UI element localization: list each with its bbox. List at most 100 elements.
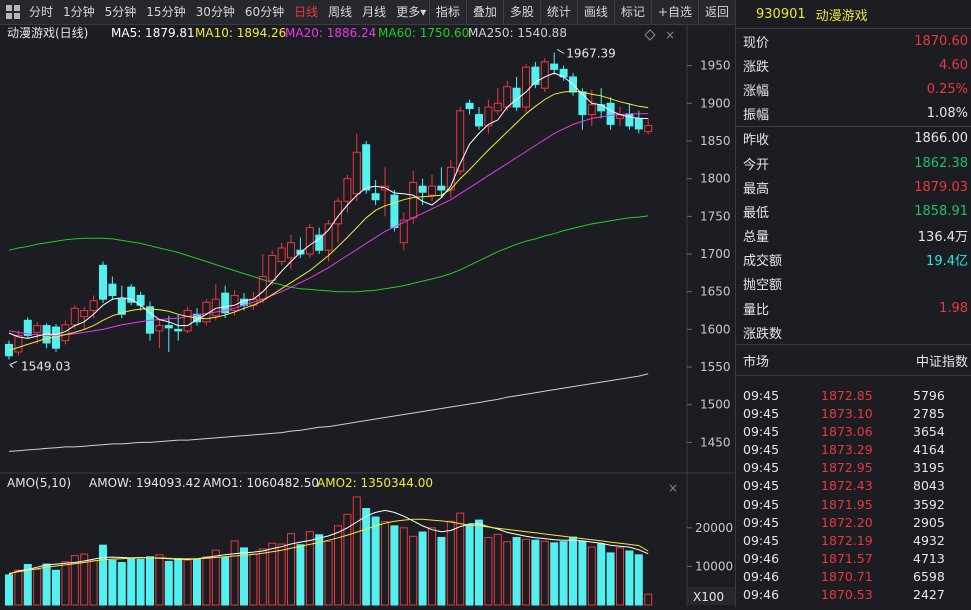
legend-ma250: MA250: 1540.88	[468, 26, 567, 40]
volume-bar-up	[183, 559, 192, 606]
tick-list[interactable]: 09:45 1872.85 5796 09:45 1873.10 2785 09:45 187…	[736, 386, 971, 603]
volume-close-icon[interactable]: ×	[668, 481, 678, 495]
candle	[174, 314, 183, 341]
period-tab-1min[interactable]: 1分钟	[63, 5, 95, 19]
volume-bar-up	[70, 555, 79, 606]
label: 成交额	[743, 254, 783, 270]
label: 抛空额	[743, 278, 783, 294]
volume-bar-down	[475, 519, 483, 606]
diamond-icon[interactable]	[644, 29, 656, 41]
legend-ma5: MA5: 1879.81	[111, 26, 195, 40]
price-tick-label: 1800	[700, 172, 731, 186]
volume-bar-down	[108, 559, 117, 606]
tick-volume: 4932	[913, 532, 945, 548]
candle-body-down	[127, 286, 136, 303]
tick-time: 09:45	[743, 424, 780, 440]
tick-price: 1872.43	[821, 478, 873, 494]
price-tick-label: 1750	[700, 209, 731, 223]
candle-body-down	[634, 117, 643, 130]
candle	[80, 306, 89, 330]
volume-bar-down	[512, 536, 521, 606]
close-icon[interactable]: ×	[665, 28, 675, 42]
ma20-path	[8, 113, 649, 336]
candle	[287, 235, 295, 270]
candle-body-down	[465, 102, 474, 110]
tick-price: 1873.06	[821, 424, 873, 440]
period-toolbar: 分时 1分钟 5分钟 15分钟 30分钟 60分钟 日线 周线 月线 更多▾ 指…	[0, 0, 735, 25]
price-axis: 1950 1900 1850 1800 1750 1700 1650 1600 1550 1500…	[687, 59, 731, 449]
tick-row: 09:45 1873.29 4164	[736, 441, 971, 459]
volume-bar-down	[531, 539, 540, 606]
volume-bars	[5, 496, 653, 606]
mark-button[interactable]: 标记	[613, 0, 651, 24]
label: 昨收	[743, 133, 770, 149]
candle	[268, 250, 277, 286]
value: 136.4万	[917, 230, 968, 246]
tick-time: 09:45	[743, 406, 780, 422]
candle	[531, 61, 540, 89]
back-button[interactable]: 返回	[697, 0, 735, 24]
period-tab-weekly[interactable]: 周线	[328, 5, 353, 19]
volume-legend-title: AMO(5,10)	[7, 476, 71, 490]
candle-body-down	[99, 264, 107, 300]
volume-bar-up	[484, 536, 493, 606]
label: 涨跌	[743, 59, 770, 75]
add-watchlist-button[interactable]: +自选	[650, 0, 698, 24]
period-tab-5min[interactable]: 5分钟	[104, 5, 137, 19]
candle	[14, 330, 23, 356]
volume-bar-down	[315, 534, 324, 606]
period-tab-30min[interactable]: 30分钟	[195, 5, 235, 19]
volume-bar-up	[428, 527, 436, 606]
quote-row-pct: 涨幅 0.25%	[736, 77, 971, 101]
period-tab-more[interactable]: 更多▾	[391, 0, 431, 24]
volume-bar-up	[80, 553, 89, 606]
candle	[362, 140, 371, 194]
grid-menu-icon[interactable]	[6, 5, 20, 19]
candle-body-down	[117, 298, 126, 315]
volume-bar-down	[578, 540, 587, 606]
quote-row-amount: 成交额 19.4亿	[736, 248, 971, 272]
volume-bar-down	[371, 516, 380, 606]
candle-body-down	[531, 66, 540, 85]
candle-body-up	[352, 151, 361, 195]
period-tab-daily[interactable]: 日线	[294, 5, 319, 19]
tick-volume: 2427	[913, 587, 945, 603]
period-tab-intraday[interactable]: 分时	[29, 5, 54, 19]
draw-line-button[interactable]: 画线	[576, 0, 614, 24]
tick-volume: 8043	[913, 478, 945, 494]
candle	[117, 285, 126, 319]
period-tab-60min[interactable]: 60分钟	[244, 5, 285, 19]
candle-body-up	[70, 307, 79, 326]
volume-bar-down	[164, 560, 173, 606]
period-tab-monthly[interactable]: 月线	[362, 5, 387, 19]
legend-controls[interactable]: × ×	[644, 28, 678, 495]
tick-row: 09:45 1871.95 3592	[736, 495, 971, 513]
amo5-path	[8, 509, 649, 575]
ma10-path	[8, 90, 649, 351]
statistics-button[interactable]: 统计	[539, 0, 577, 24]
volume-bar-up	[14, 569, 23, 606]
volume-bar-up	[258, 548, 267, 606]
indicator-button[interactable]: 指标	[428, 0, 466, 24]
kline-chart-area[interactable]: 动漫游戏(日线) MA5: 1879.81 MA10: 1894.26 MA20…	[0, 25, 735, 607]
volume-legend-amow: AMOW: 194093.42	[89, 476, 201, 490]
overlay-button[interactable]: 叠加	[465, 0, 503, 24]
candle-body-up	[587, 104, 596, 116]
ma5-path	[8, 72, 649, 339]
tick-time: 09:45	[743, 478, 780, 494]
volume-bar-down	[362, 508, 371, 606]
volume-bar-down	[136, 558, 145, 606]
candle	[456, 107, 465, 175]
candle-body-up	[183, 310, 192, 332]
market-value: 中证指数	[915, 354, 968, 370]
candle-body-down	[23, 319, 32, 336]
price-tick-label: 1900	[700, 96, 731, 110]
multi-stock-button[interactable]: 多股	[502, 0, 540, 24]
period-tab-15min[interactable]: 15分钟	[146, 5, 186, 19]
label: 最低	[743, 205, 770, 221]
kline-chart[interactable]: 动漫游戏(日线) MA5: 1879.81 MA10: 1894.26 MA20…	[0, 25, 735, 607]
candle-body-down	[550, 63, 559, 70]
price-tick-label: 1450	[700, 435, 731, 449]
volume-bar-down	[193, 558, 201, 606]
tick-volume: 2785	[913, 406, 945, 422]
